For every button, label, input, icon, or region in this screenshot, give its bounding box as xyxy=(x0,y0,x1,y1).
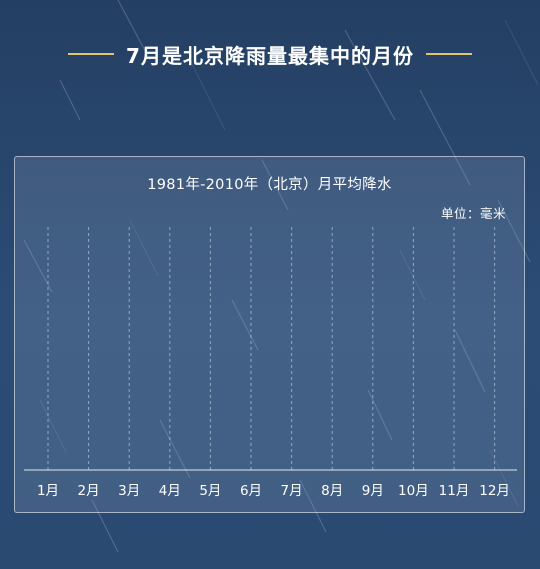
chart-unit-label: 单位：毫米 xyxy=(440,206,506,221)
x-tick-label: 6月 xyxy=(240,483,262,499)
x-tick-label: 12月 xyxy=(479,483,510,499)
x-tick-label: 9月 xyxy=(362,483,384,499)
chart-title: 1981年-2010年（北京）月平均降水 xyxy=(147,177,392,193)
chart-panel: 1981年-2010年（北京）月平均降水 单位：毫米 1月 2月 3月 4月 5月 6月 7… xyxy=(14,156,525,513)
headline: 7月是北京降雨量最集中的月份 xyxy=(0,36,540,72)
x-tick-label: 1月 xyxy=(37,483,59,499)
x-tick-label: 4月 xyxy=(159,483,181,499)
x-tick-label: 2月 xyxy=(78,483,100,499)
headline-left-rule xyxy=(68,53,115,55)
chart-plot-area: 1月 2月 3月 4月 5月 6月 7月 8月 9月 10月 11月 12月 xyxy=(24,227,517,499)
x-tick-label: 10月 xyxy=(398,483,429,499)
headline-right-rule xyxy=(425,53,472,55)
x-tick-label: 7月 xyxy=(281,483,303,499)
x-tick-label: 3月 xyxy=(118,483,140,499)
x-tick-label: 11月 xyxy=(439,483,470,499)
x-tick-label: 5月 xyxy=(199,483,221,499)
headline-text: 7月是北京降雨量最集中的月份 xyxy=(126,43,414,68)
x-tick-label: 8月 xyxy=(321,483,343,499)
